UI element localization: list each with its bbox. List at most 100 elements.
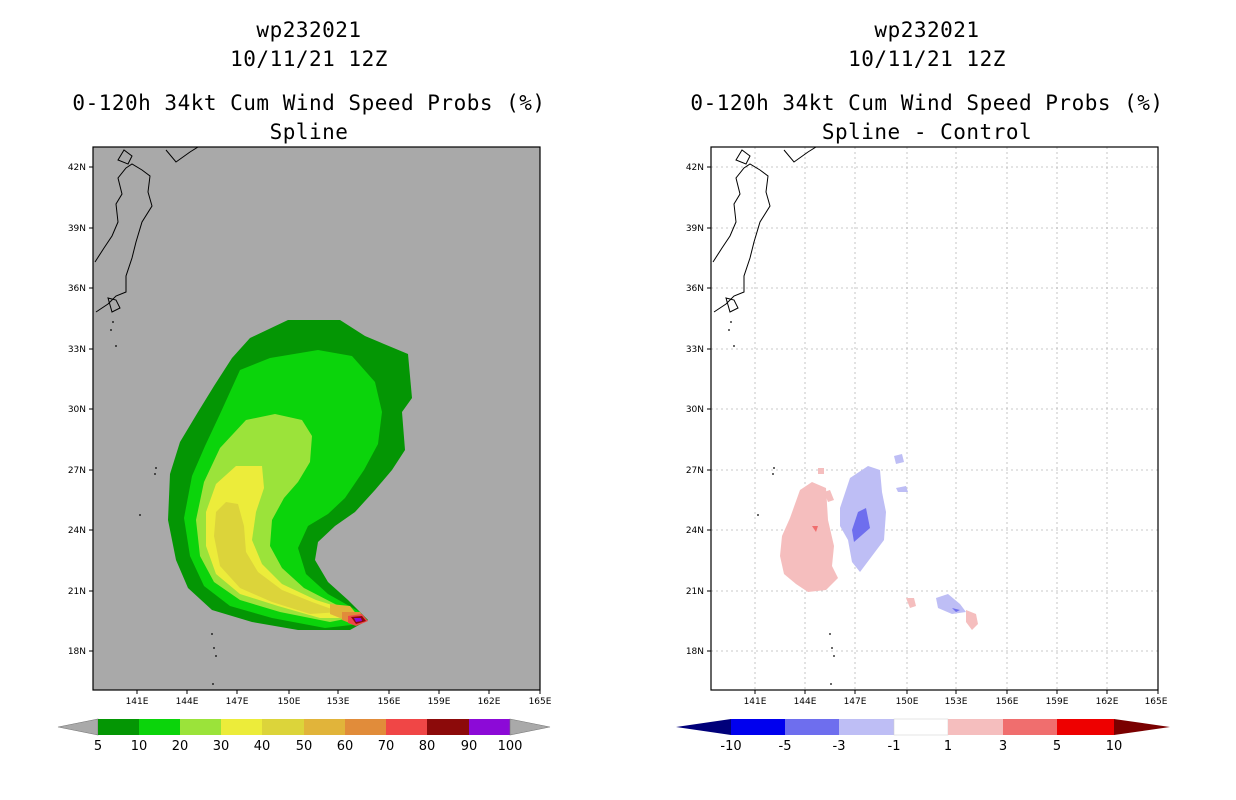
lon-label: 153E [327,697,350,707]
lat-label: 18N [68,647,86,657]
colorbar-bin [345,719,386,735]
right-map-background [711,147,1158,690]
colorbar-over-arrow [1114,719,1170,735]
left-datetime: 10/11/21 12Z [230,47,388,71]
lat-label: 24N [68,526,86,536]
colorbar-bin [948,719,1003,735]
lon-label: 159E [1046,697,1069,707]
lat-label: 27N [68,466,86,476]
left-map-panel: 42N 39N 36N 33N 30N 27N 24N 21N 18N 141E… [57,146,552,754]
lat-label: 18N [686,647,704,657]
negative-3to5 [852,508,870,542]
colorbar-bin [139,719,180,735]
lon-label: 165E [529,697,552,707]
right-colorbar: -10 -5 -3 -1 1 3 5 10 [676,718,1170,754]
contour-100 [354,618,362,622]
lon-label: 159E [428,697,451,707]
colorbar-label: 10 [1106,739,1123,754]
colorbar-label: 20 [172,739,189,754]
colorbar-bin [386,719,427,735]
positive-1to3 [818,468,824,474]
lat-label: 27N [686,466,704,476]
colorbar-under-arrow [57,718,99,736]
negative-1to3 [894,454,904,464]
lon-label: 144E [176,697,199,707]
lon-label: 156E [996,697,1019,707]
contour-40 [214,502,340,614]
colorbar-bin [839,719,894,735]
colorbar-bin [262,719,304,735]
right-lon-axis: 141E 144E 147E 150E 153E 156E 159E 162E … [744,690,1168,707]
lat-label: 30N [686,405,704,415]
lon-label: 147E [226,697,249,707]
colorbar-label: 90 [461,739,478,754]
colorbar-label: 1 [944,739,952,754]
lon-label: 156E [378,697,401,707]
negative-1to3 [896,486,908,492]
colorbar-label: 40 [254,739,271,754]
lon-label: 141E [744,697,767,707]
lat-label: 33N [686,345,704,355]
colorbar-bin [304,719,345,735]
lat-label: 21N [686,587,704,597]
colorbar-label: 70 [378,739,395,754]
right-storm-id: wp232021 [874,18,980,42]
left-subtitle: Spline [269,120,349,144]
colorbar-bin [221,719,262,735]
lat-label: 39N [686,224,704,234]
lat-label: 39N [68,224,86,234]
left-probability-contours [94,147,412,686]
colorbar-label: 10 [131,739,148,754]
lon-label: 150E [896,697,919,707]
colorbar-label: -1 [888,739,901,754]
lon-label: 162E [1096,697,1119,707]
colorbar-bin [98,719,139,735]
left-product-title: 0-120h 34kt Cum Wind Speed Probs (%) [72,91,546,115]
left-lat-axis: 42N 39N 36N 33N 30N 27N 24N 21N 18N [68,163,93,657]
colorbar-label: 100 [498,739,523,754]
lat-label: 33N [68,345,86,355]
left-storm-id: wp232021 [256,18,362,42]
lat-label: 42N [686,163,704,173]
colorbar-under-arrow [676,719,731,735]
right-subtitle: Spline - Control [821,120,1033,144]
lat-label: 36N [686,284,704,294]
positive-1to3 [780,482,838,592]
positive-1to3 [824,490,834,502]
lat-label: 42N [68,163,86,173]
colorbar-bin [469,719,510,735]
lon-label: 165E [1145,697,1168,707]
negative-1to3 [936,594,966,614]
lat-label: 36N [68,284,86,294]
lon-label: 141E [126,697,149,707]
colorbar-bin [731,719,785,735]
colorbar-label: 80 [419,739,436,754]
right-difference-contours [780,454,978,630]
positive-3to5 [812,526,818,532]
colorbar-bin [1057,719,1114,735]
lat-label: 30N [68,405,86,415]
right-product-title: 0-120h 34kt Cum Wind Speed Probs (%) [690,91,1164,115]
lon-label: 153E [945,697,968,707]
lat-label: 21N [68,587,86,597]
colorbar-label: -3 [833,739,846,754]
right-lat-axis: 42N 39N 36N 33N 30N 27N 24N 21N 18N [686,163,711,657]
right-gridlines [711,147,1158,690]
positive-1to3 [906,598,916,608]
colorbar-label: 5 [1053,739,1061,754]
lon-label: 150E [278,697,301,707]
left-colorbar: 5 10 20 30 40 50 60 70 80 90 100 [57,718,551,754]
colorbar-bin [785,719,839,735]
colorbar-bin [427,719,469,735]
colorbar-over-arrow [509,718,551,736]
left-lon-axis: 141E 144E 147E 150E 153E 156E 159E 162E … [126,690,552,707]
negative-3to5 [952,608,960,612]
right-datetime: 10/11/21 12Z [848,47,1006,71]
colorbar-bin [893,718,949,736]
positive-1to3 [966,610,978,630]
right-map-panel: 42N 39N 36N 33N 30N 27N 24N 21N 18N 141E… [676,146,1170,754]
colorbar-bin [1003,719,1057,735]
lon-label: 162E [478,697,501,707]
colorbar-label: 50 [296,739,313,754]
